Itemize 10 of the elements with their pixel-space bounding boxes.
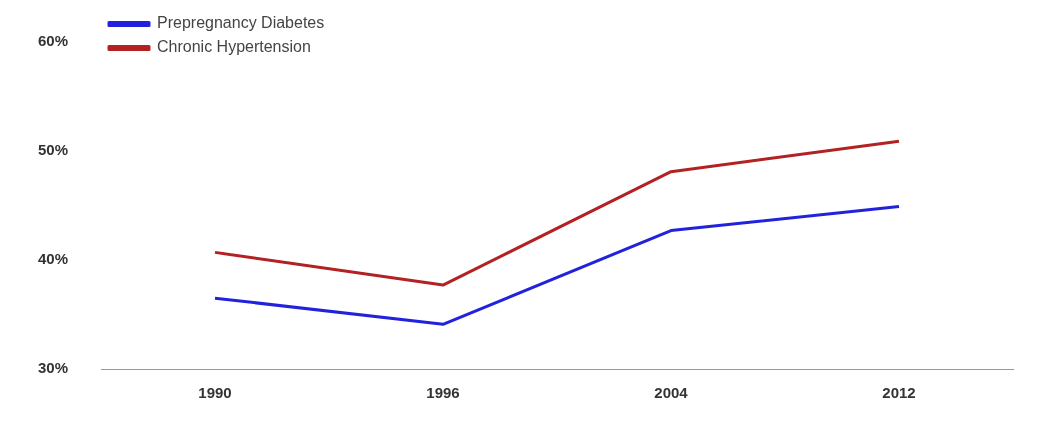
y-tick-label: 50%	[37, 141, 69, 159]
legend-label: Chronic Hypertension	[157, 38, 311, 56]
y-tick-label: 40%	[37, 250, 69, 268]
x-tick-label: 2004	[654, 384, 689, 402]
y-tick-label: 60%	[37, 32, 69, 50]
x-tick-label: 1996	[426, 384, 460, 402]
x-tick-label: 2012	[882, 384, 916, 402]
y-tick-label: 30%	[37, 359, 69, 377]
legend-label: Prepregnancy Diabetes	[157, 14, 325, 32]
x-tick-label: 1990	[198, 384, 232, 402]
